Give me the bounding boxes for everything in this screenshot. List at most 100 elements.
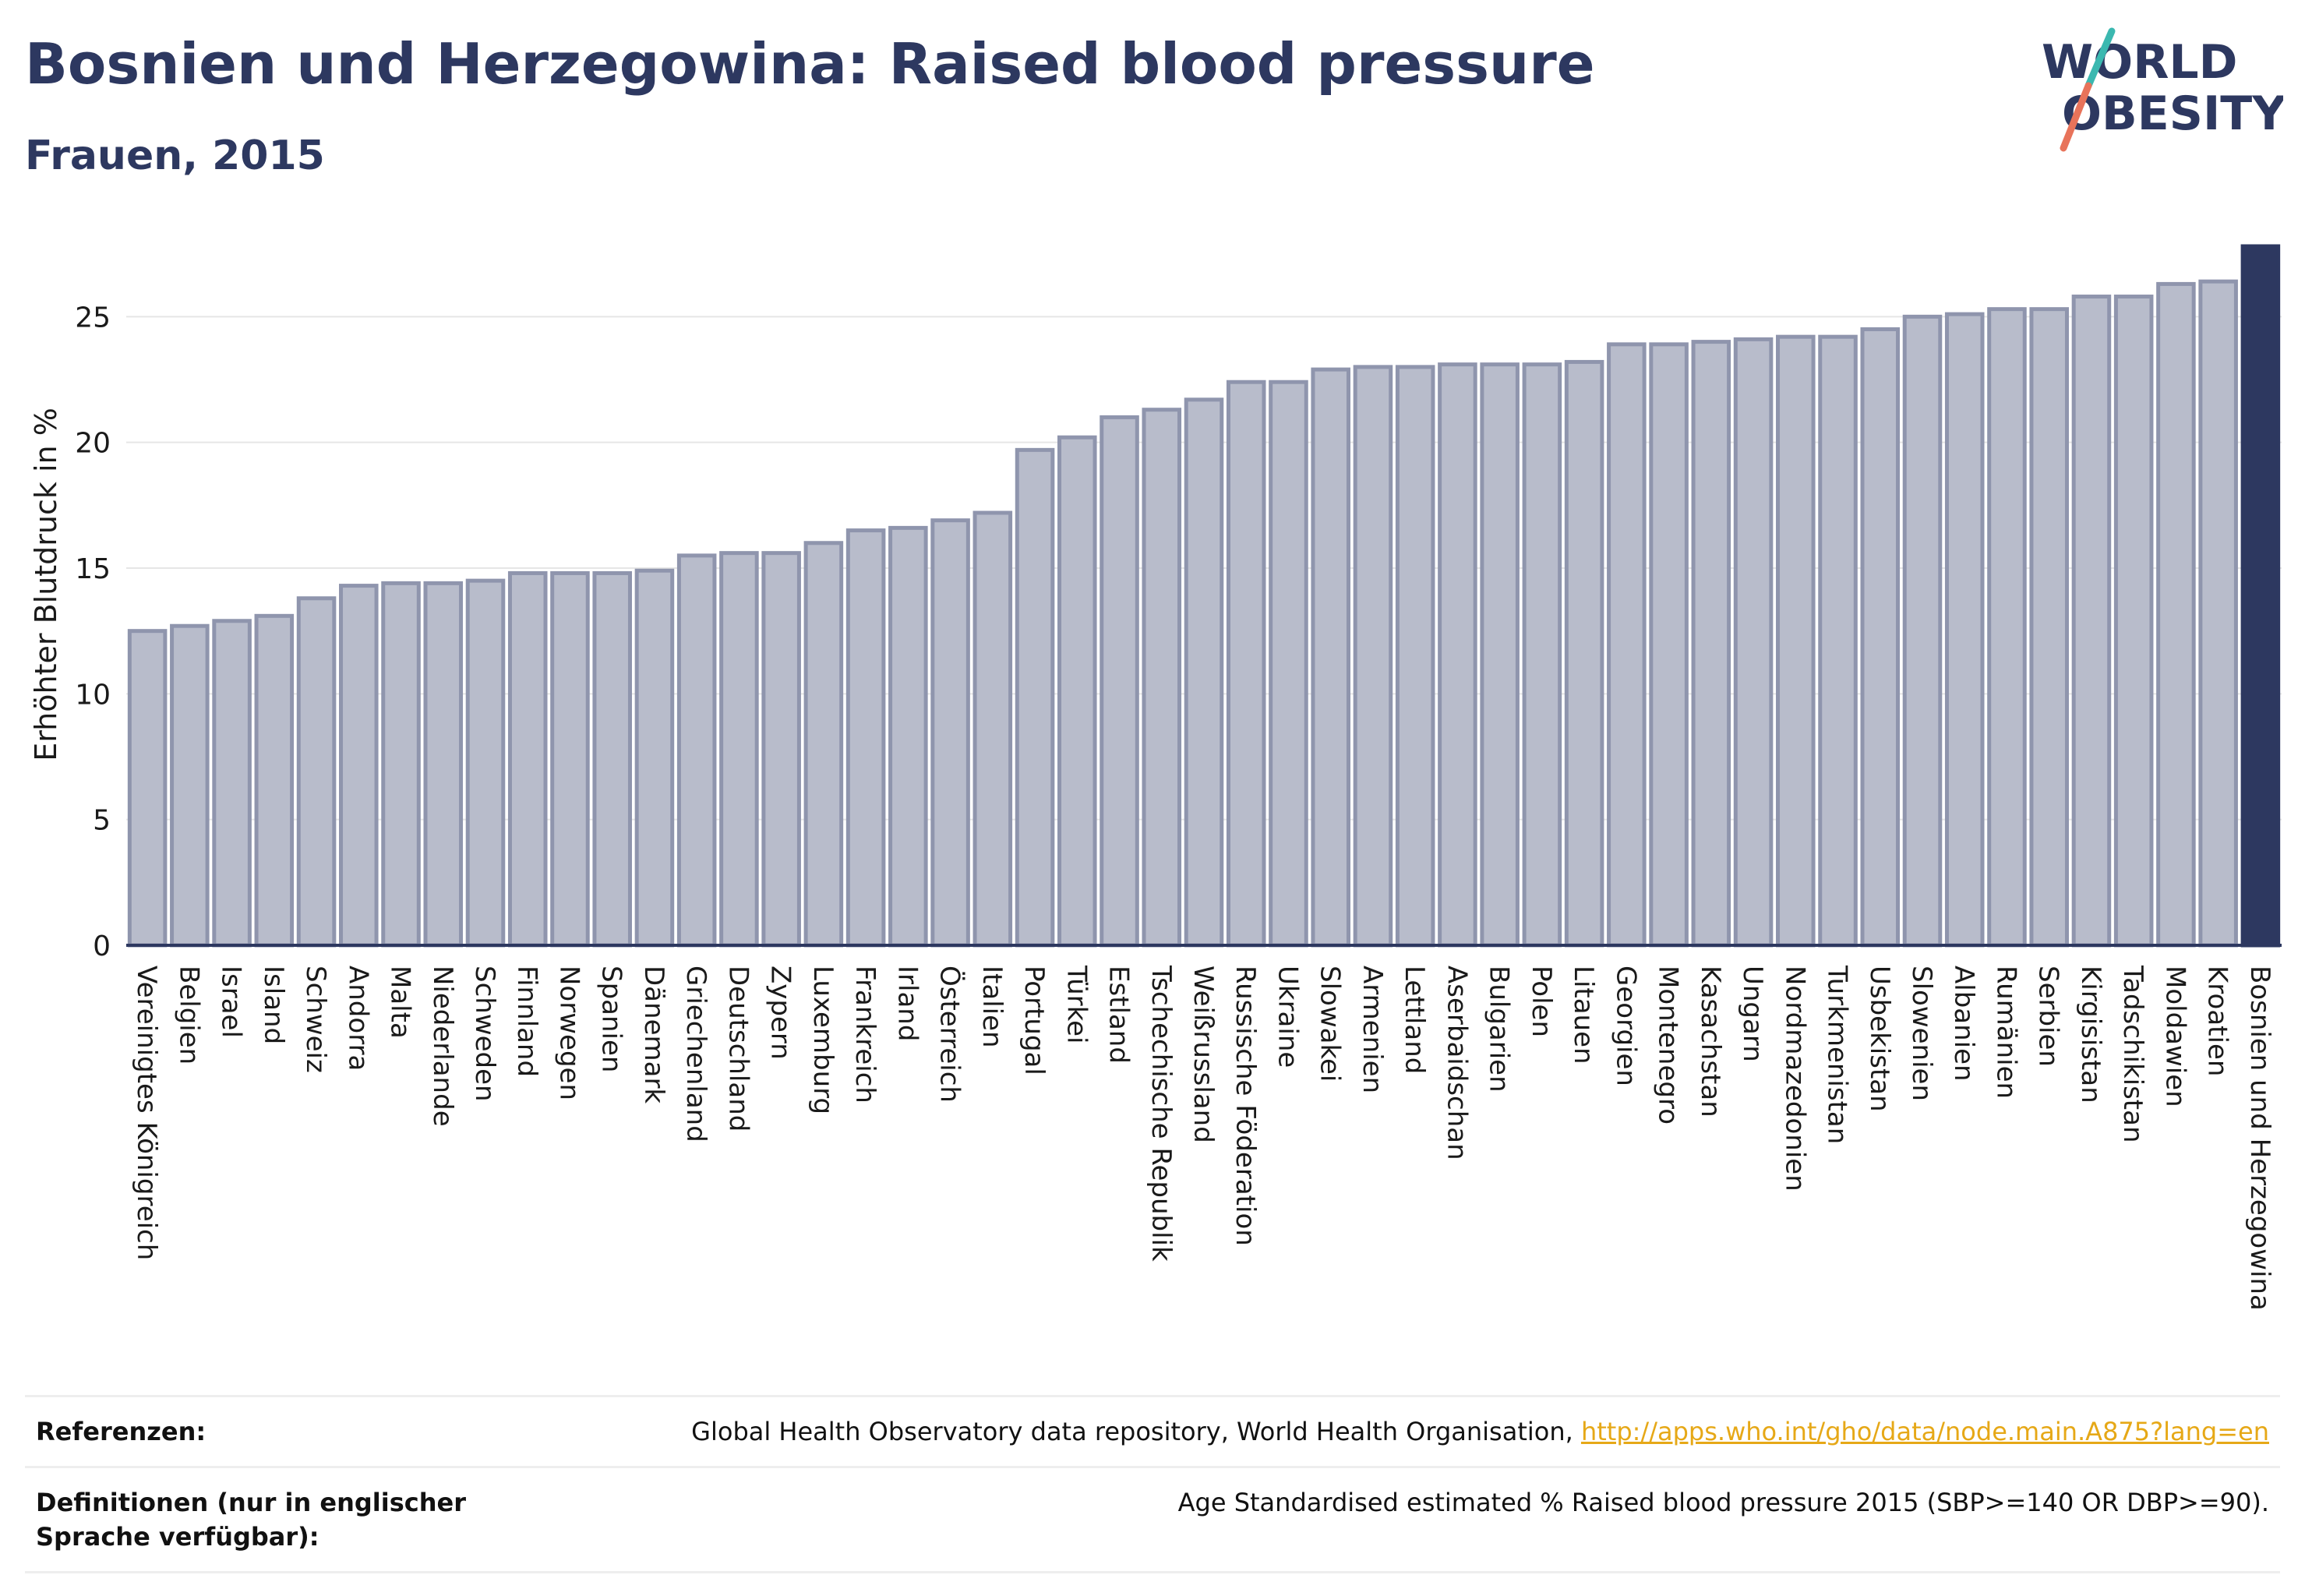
x-tick-label: Kasachstan (1695, 966, 1726, 1118)
y-tick-label: 0 (93, 930, 111, 962)
bar (761, 551, 801, 948)
bar (1860, 327, 1901, 948)
bar (1902, 314, 1943, 948)
x-tick-label: Litauen (1568, 966, 1599, 1065)
chart-subtitle: Frauen, 2015 (25, 132, 325, 179)
x-tick-label: Lettland (1399, 966, 1430, 1074)
axes: 0 5 10 15 20 25 Vereinigtes Königreich Belgien I… (75, 302, 2282, 1311)
x-tick-label: Bulgarien (1484, 966, 1515, 1093)
x-tick-label: Luxemburg (807, 966, 838, 1114)
bar (888, 525, 928, 948)
x-tick-label: Frankreich (849, 966, 881, 1103)
x-tick-label: Rumänien (1990, 966, 2021, 1099)
bar (170, 623, 210, 948)
bar (507, 570, 548, 948)
bar (1818, 334, 1858, 948)
x-tick-label: Vereinigtes Königreich (131, 966, 162, 1260)
bar (1142, 408, 1182, 948)
bar (1522, 362, 1562, 948)
x-tick-label: Belgien (173, 966, 204, 1065)
references-link[interactable]: http://apps.who.int/gho/data/node.main.A… (1580, 1417, 2269, 1446)
y-tick-label: 10 (75, 679, 111, 711)
x-tick-label: Niederlande (427, 966, 458, 1127)
bar (1226, 380, 1266, 948)
bar (972, 510, 1013, 948)
x-tick-label: Österreich (934, 966, 966, 1103)
bar (1733, 337, 1774, 948)
bar (1564, 359, 1604, 948)
x-tick-label: Kroatien (2202, 966, 2233, 1076)
y-axis-label: Erhöhter Blutdruck in % (29, 408, 63, 761)
x-tick-label: Slowakei (1315, 966, 1346, 1082)
x-tick-label: Armenien (1357, 966, 1388, 1093)
x-tick-label: Usbekistan (1864, 966, 1895, 1112)
bar (1100, 415, 1139, 948)
bar (550, 570, 590, 948)
x-tick-label: Polen (1526, 966, 1557, 1037)
bar (465, 578, 506, 948)
x-tick-label: Russische Föderation (1230, 966, 1261, 1246)
x-tick-label: Spanien (596, 966, 627, 1072)
definitions-row: Definitionen (nur in englischer Sprache … (25, 1466, 2280, 1573)
x-tick-label: Serbien (2033, 966, 2064, 1067)
x-tick-label: Türkei (1061, 965, 1092, 1043)
bar (339, 584, 379, 948)
bar (676, 553, 717, 948)
x-tick-label: Moldawien (2159, 966, 2190, 1107)
logo-line1: WORLD (2042, 35, 2237, 90)
bar (2156, 281, 2196, 948)
x-tick-label: Ukraine (1272, 966, 1303, 1068)
footer: Referenzen: Global Health Observatory da… (25, 1395, 2280, 1573)
x-tick-label: Norwegen (553, 966, 584, 1100)
x-tick-label: Turkmenistan (1822, 965, 1853, 1144)
x-tick-label: Ungarn (1737, 966, 1768, 1062)
bar (803, 541, 844, 948)
bar (254, 613, 295, 948)
x-tick-label: Albanien (1948, 966, 1979, 1082)
x-tick-label: Tschechische Republik (1145, 965, 1177, 1262)
bar (845, 528, 886, 948)
bar (296, 596, 337, 948)
bar (2198, 279, 2238, 948)
references-label: Referenzen: (36, 1417, 206, 1446)
bar (423, 581, 464, 948)
bar (1269, 380, 1308, 948)
references-row: Referenzen: Global Health Observatory da… (25, 1395, 2280, 1466)
x-tick-label: Georgien (1610, 966, 1641, 1086)
logo-slash-coral (2060, 82, 2092, 152)
y-tick-label: 25 (75, 302, 111, 334)
bars (127, 244, 2281, 948)
x-tick-label: Tadschikistan (2117, 965, 2148, 1143)
x-tick-label: Schweiz (300, 966, 331, 1073)
bar (1691, 340, 1731, 948)
bar (2113, 295, 2154, 948)
x-tick-label: Slowenien (1906, 966, 1937, 1101)
x-tick-label: Island (258, 966, 289, 1044)
bar (1987, 307, 2027, 948)
bar (1944, 312, 1985, 948)
x-tick-label: Italien (976, 966, 1008, 1048)
definitions-text: Age Standardised estimated % Raised bloo… (1177, 1488, 2269, 1517)
bar (930, 518, 970, 948)
chart-title: Bosnien und Herzegowina: Raised blood pr… (25, 31, 1595, 97)
x-tick-label: Weißrussland (1188, 966, 1219, 1143)
x-tick-label: Bosnien und Herzegowina (2244, 966, 2275, 1311)
x-tick-label: Aserbaidschan (1441, 966, 1472, 1160)
bar (1480, 362, 1520, 948)
bar (1776, 334, 1816, 948)
x-tick-label: Nordmazedonien (1779, 966, 1810, 1192)
bar (1607, 342, 1647, 948)
bar (381, 581, 421, 948)
x-tick-label: Deutschland (722, 966, 754, 1132)
logo-line2: OBESITY (2062, 87, 2283, 141)
bar (127, 629, 168, 948)
bar (592, 570, 632, 948)
x-tick-label: Finnland (511, 966, 542, 1077)
x-tick-label: Kirgisistan (2075, 966, 2106, 1103)
bar (2071, 295, 2112, 948)
references-text: Global Health Observatory data repositor… (691, 1417, 1581, 1446)
bar (1057, 435, 1097, 948)
x-tick-label: Schweden (469, 966, 500, 1102)
x-tick-label: Zypern (765, 966, 796, 1060)
bar-highlighted (2240, 244, 2281, 948)
